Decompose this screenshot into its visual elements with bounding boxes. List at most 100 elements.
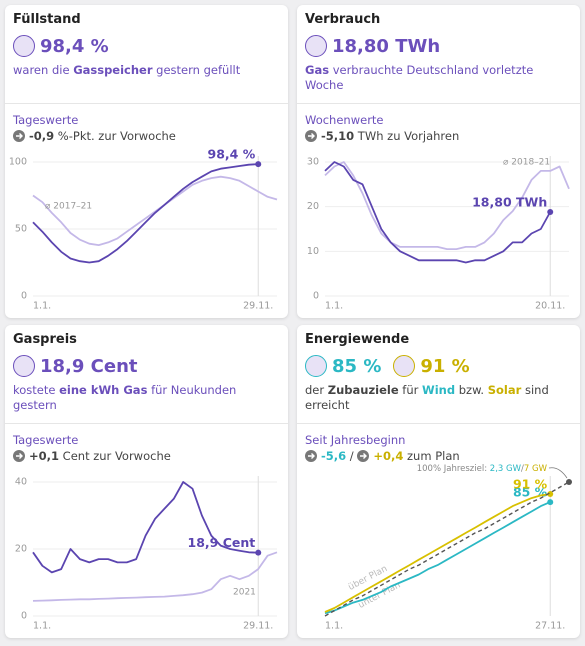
headline-item: 91 % — [393, 355, 470, 377]
text-segment: -5,10 — [321, 129, 355, 143]
y-tick-label: 40 — [15, 477, 27, 488]
arrow-shape — [308, 453, 315, 459]
note-arrow — [548, 467, 568, 479]
headline-value: 18,80 TWh — [332, 35, 441, 57]
text-segment: für Neukunden gestern — [13, 383, 237, 412]
arrow-icon — [357, 450, 370, 462]
end-dot — [547, 491, 554, 498]
series-name: 2021 — [233, 588, 256, 598]
series-line — [32, 163, 259, 264]
note-segment: 7 GW — [524, 464, 548, 474]
chart: 0 10 20 30 1.1. 20.11. ⌀ 2018–21 18,80 TWh — [307, 156, 570, 312]
headline-item: 98,4 % — [13, 35, 109, 57]
value-label: 91 % — [513, 477, 548, 492]
arrow-shape — [16, 453, 23, 459]
separator — [5, 103, 288, 104]
change: -0,9 %-Pkt. zur Vorwoche — [13, 129, 176, 143]
headline-icon — [13, 355, 35, 377]
end-dot — [255, 549, 262, 556]
panel-title: Füllstand — [13, 12, 81, 27]
separator — [297, 103, 580, 104]
text-segment: -0,9 — [29, 129, 55, 143]
change: -5,10 TWh zu Vorjahren — [305, 129, 459, 143]
note-segment: 100% Jahresziel: — [417, 464, 490, 474]
x-tick-label: 1.1. — [33, 301, 51, 312]
end-dot — [547, 209, 554, 216]
end-dot — [566, 479, 572, 485]
headline-item: 18,9 Cent — [13, 355, 138, 377]
series-line — [32, 551, 278, 602]
text-segment: -5,6 — [321, 449, 347, 463]
description: waren die Gasspeicher gestern gefüllt — [13, 63, 281, 78]
headline-value: 85 % — [332, 355, 382, 377]
description: der Zubauziele für Wind bzw. Solar sind … — [305, 383, 573, 413]
series-line — [324, 161, 551, 264]
text-segment: / — [346, 449, 358, 463]
series-line — [324, 493, 551, 613]
text-segment: Gasspeicher — [73, 63, 153, 77]
panel: Füllstand 98,4 % waren die Gasspeicher ges… — [5, 5, 288, 318]
description: kostete eine kWh Gas für Neukunden geste… — [13, 383, 281, 413]
text-segment: bzw. — [455, 383, 488, 397]
note-segment: / — [521, 464, 524, 474]
text-segment: waren die — [13, 63, 74, 77]
chart: 0 50 100 1.1. 29.11. ⌀ 2017–21 98,4 % — [9, 147, 278, 312]
headline-value: 91 % — [420, 355, 470, 377]
arrow-shape — [308, 133, 315, 139]
y-tick-label: 30 — [307, 157, 319, 168]
description: Gas verbrauchte Deutschland vorletzte Wo… — [305, 63, 573, 93]
text-segment: Wind — [422, 383, 456, 397]
headline: 85 % 91 % — [305, 355, 476, 377]
change: +0,1 Cent zur Vorwoche — [13, 449, 171, 463]
value-label: 98,4 % — [208, 147, 256, 162]
note-segment: 2,3 GW — [490, 464, 522, 474]
y-tick-label: 10 — [307, 246, 319, 257]
end-dot — [255, 161, 262, 168]
panel: Energiewende 85 % 91 % der Zubauziele für W… — [297, 325, 580, 638]
panel-title: Energiewende — [305, 332, 410, 347]
y-tick-label: 100 — [9, 157, 27, 168]
text-segment: zum Plan — [403, 449, 460, 463]
y-tick-label: 0 — [21, 611, 27, 622]
y-tick-label: 20 — [307, 201, 319, 212]
headline-icon — [305, 35, 327, 57]
text-segment: TWh zu Vorjahren — [354, 129, 460, 143]
subtitle: Wochenwerte — [305, 113, 384, 127]
text-segment: gestern gefüllt — [152, 63, 241, 77]
series-name: ⌀ 2017–21 — [45, 202, 92, 212]
text-segment: kostete — [13, 383, 60, 397]
arrow-icon — [13, 130, 25, 142]
arrow-icon — [13, 450, 25, 462]
text-segment: Zubauziele — [327, 383, 399, 397]
x-tick-label: 20.11. — [535, 301, 565, 312]
x-tick-label: 27.11. — [535, 621, 565, 632]
subtitle: Tageswerte — [13, 113, 79, 127]
subtitle: Tageswerte — [13, 433, 79, 447]
text-segment: Gas — [305, 63, 330, 77]
y-tick-label: 0 — [313, 291, 319, 302]
text-segment: eine kWh Gas — [59, 383, 148, 397]
headline-value: 18,9 Cent — [40, 355, 138, 377]
subtitle: Seit Jahresbeginn — [305, 433, 406, 447]
x-tick-label: 1.1. — [325, 301, 343, 312]
value-label: 18,80 TWh — [472, 195, 547, 210]
headline-value: 98,4 % — [40, 35, 109, 57]
y-tick-label: 20 — [15, 544, 27, 555]
series-name: ⌀ 2018–21 — [503, 158, 550, 168]
headline-icon — [13, 35, 35, 57]
text-segment: %-Pkt. zur Vorwoche — [54, 129, 176, 143]
headline-item: 85 % — [305, 355, 381, 377]
headline: 18,9 Cent — [13, 355, 144, 377]
y-tick-label: 50 — [15, 224, 27, 235]
x-tick-label: 29.11. — [243, 301, 273, 312]
series-line — [324, 161, 570, 250]
panel-title: Gaspreis — [13, 332, 77, 347]
arrow-icon — [305, 450, 317, 462]
separator — [5, 423, 288, 424]
end-dot — [547, 499, 554, 506]
value-label: 18,9 Cent — [188, 535, 256, 550]
text-segment: +0,1 — [29, 449, 60, 463]
separator — [297, 423, 580, 424]
